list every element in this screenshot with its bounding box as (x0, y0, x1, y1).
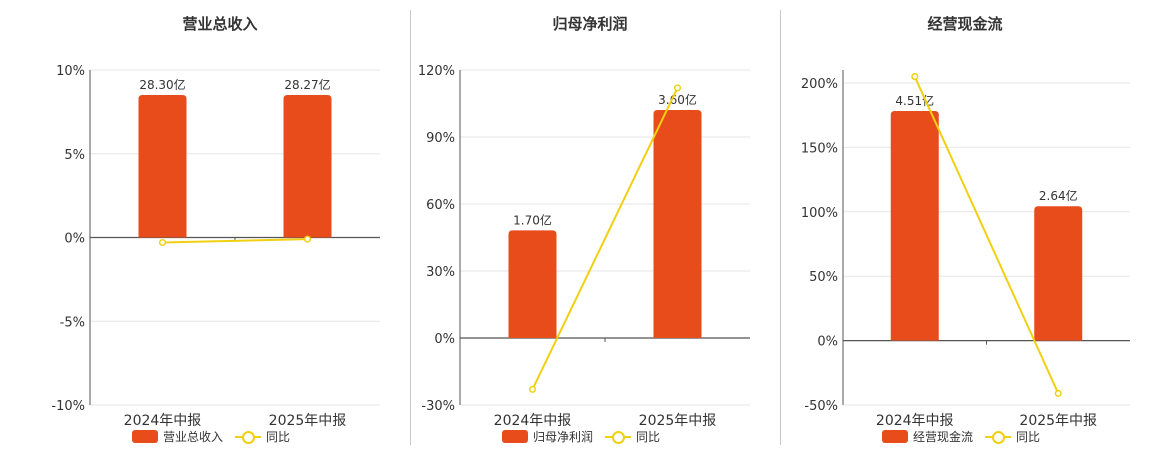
bar-data-label: 28.30亿 (139, 77, 185, 92)
x-tick-label: 2024年中报 (876, 413, 954, 429)
yoy-line (162, 238, 308, 244)
y-tick-label: -10% (51, 399, 85, 414)
y-tick-label: 60% (426, 198, 455, 213)
y-tick-label: -5% (60, 315, 85, 330)
chart-legend: 营业总收入 同比 (132, 427, 290, 445)
bar (283, 95, 332, 238)
bar (890, 111, 939, 341)
chart-legend: 归母净利润 同比 (502, 427, 660, 445)
y-tick-label: 0% (64, 232, 85, 247)
y-tick-label: 90% (426, 131, 455, 146)
bar (653, 110, 702, 338)
yoy-line (913, 76, 1060, 394)
bar-data-label: 2.64亿 (1039, 188, 1078, 203)
revenue-chart: 10% 5% 0% -5% -10% 2024年中报 2025年中报 28.30亿 28.27亿 (51, 64, 380, 429)
yoy-point (673, 84, 682, 92)
chart-title: 营业总收入 (182, 15, 258, 33)
net-profit-chart: 120% 90% 60% 30% 0% -30% 2024年中报 2025年中报 1.70亿 3.… (418, 64, 750, 429)
x-tick-label: 2024年中报 (124, 413, 202, 429)
legend-bar-label: 经营现金流 (913, 429, 974, 444)
panel-divider (410, 10, 411, 445)
cash-flow-chart: 200%150%100%50%0%-50%2024年中报 2025年中报4.51亿… (801, 70, 1130, 429)
yoy-line (531, 87, 679, 390)
yoy-point (528, 385, 537, 393)
chart-title: 经营现金流 (927, 15, 1003, 33)
legend-bar-swatch (132, 429, 158, 443)
legend-bar-swatch (882, 429, 908, 443)
legend-line-swatch (605, 430, 632, 444)
y-tick-label: 50% (809, 270, 838, 285)
legend-bar-label: 营业总收入 (163, 429, 224, 444)
x-tick-label: 2025年中报 (639, 413, 717, 429)
yoy-point (911, 73, 919, 81)
y-tick-label: -50% (804, 399, 838, 414)
yoy-point (158, 238, 167, 247)
yoy-point (303, 235, 312, 243)
y-tick-label: 150% (801, 141, 838, 156)
y-tick-label: -30% (421, 399, 455, 414)
y-tick-label: 0% (817, 335, 838, 350)
legend-line-label: 同比 (1016, 429, 1041, 444)
x-tick-label: 2024年中报 (494, 413, 572, 429)
y-tick-label: 0% (434, 332, 455, 347)
chart-legend: 经营现金流 同比 (882, 427, 1040, 445)
y-tick-label: 200% (801, 77, 838, 92)
y-tick-label: 10% (56, 64, 85, 79)
yoy-point (1054, 389, 1062, 397)
legend-line-swatch (985, 430, 1012, 444)
x-tick-label: 2025年中报 (1019, 413, 1097, 429)
legend-line-label: 同比 (266, 429, 291, 444)
chart-panel-cash-flow: 经营现金流 200% 150% 100% 50% 0% -50% 2024年中报 2025年中… (780, 0, 1150, 450)
bar (508, 230, 557, 338)
y-tick-label: 120% (418, 64, 455, 79)
y-tick-label: 30% (426, 265, 455, 280)
chart-panel-net-profit: 归母净利润 120% 90% 60% 30% 0% -30% 2024年中报 2025年中报 1… (405, 0, 775, 450)
y-tick-label: 100% (801, 206, 838, 221)
bar-data-label: 3.60亿 (658, 92, 697, 107)
chart-title: 归母净利润 (552, 15, 628, 33)
legend-bar-label: 归母净利润 (533, 429, 594, 444)
legend-line-swatch (235, 430, 262, 444)
bar-data-label: 1.70亿 (513, 212, 552, 227)
legend-bar-swatch (502, 429, 528, 443)
panel-divider (780, 10, 781, 445)
x-tick-label: 2025年中报 (269, 413, 347, 429)
bar (1034, 206, 1083, 341)
legend-line-label: 同比 (636, 429, 661, 444)
bar (138, 95, 187, 238)
bar-data-label: 28.27亿 (284, 77, 330, 92)
chart-panel-revenue: 营业总收入 10% 5% 0% -5% -10% 2024年中报 2025年中报 28.30亿… (35, 0, 405, 450)
y-tick-label: 5% (64, 148, 85, 163)
